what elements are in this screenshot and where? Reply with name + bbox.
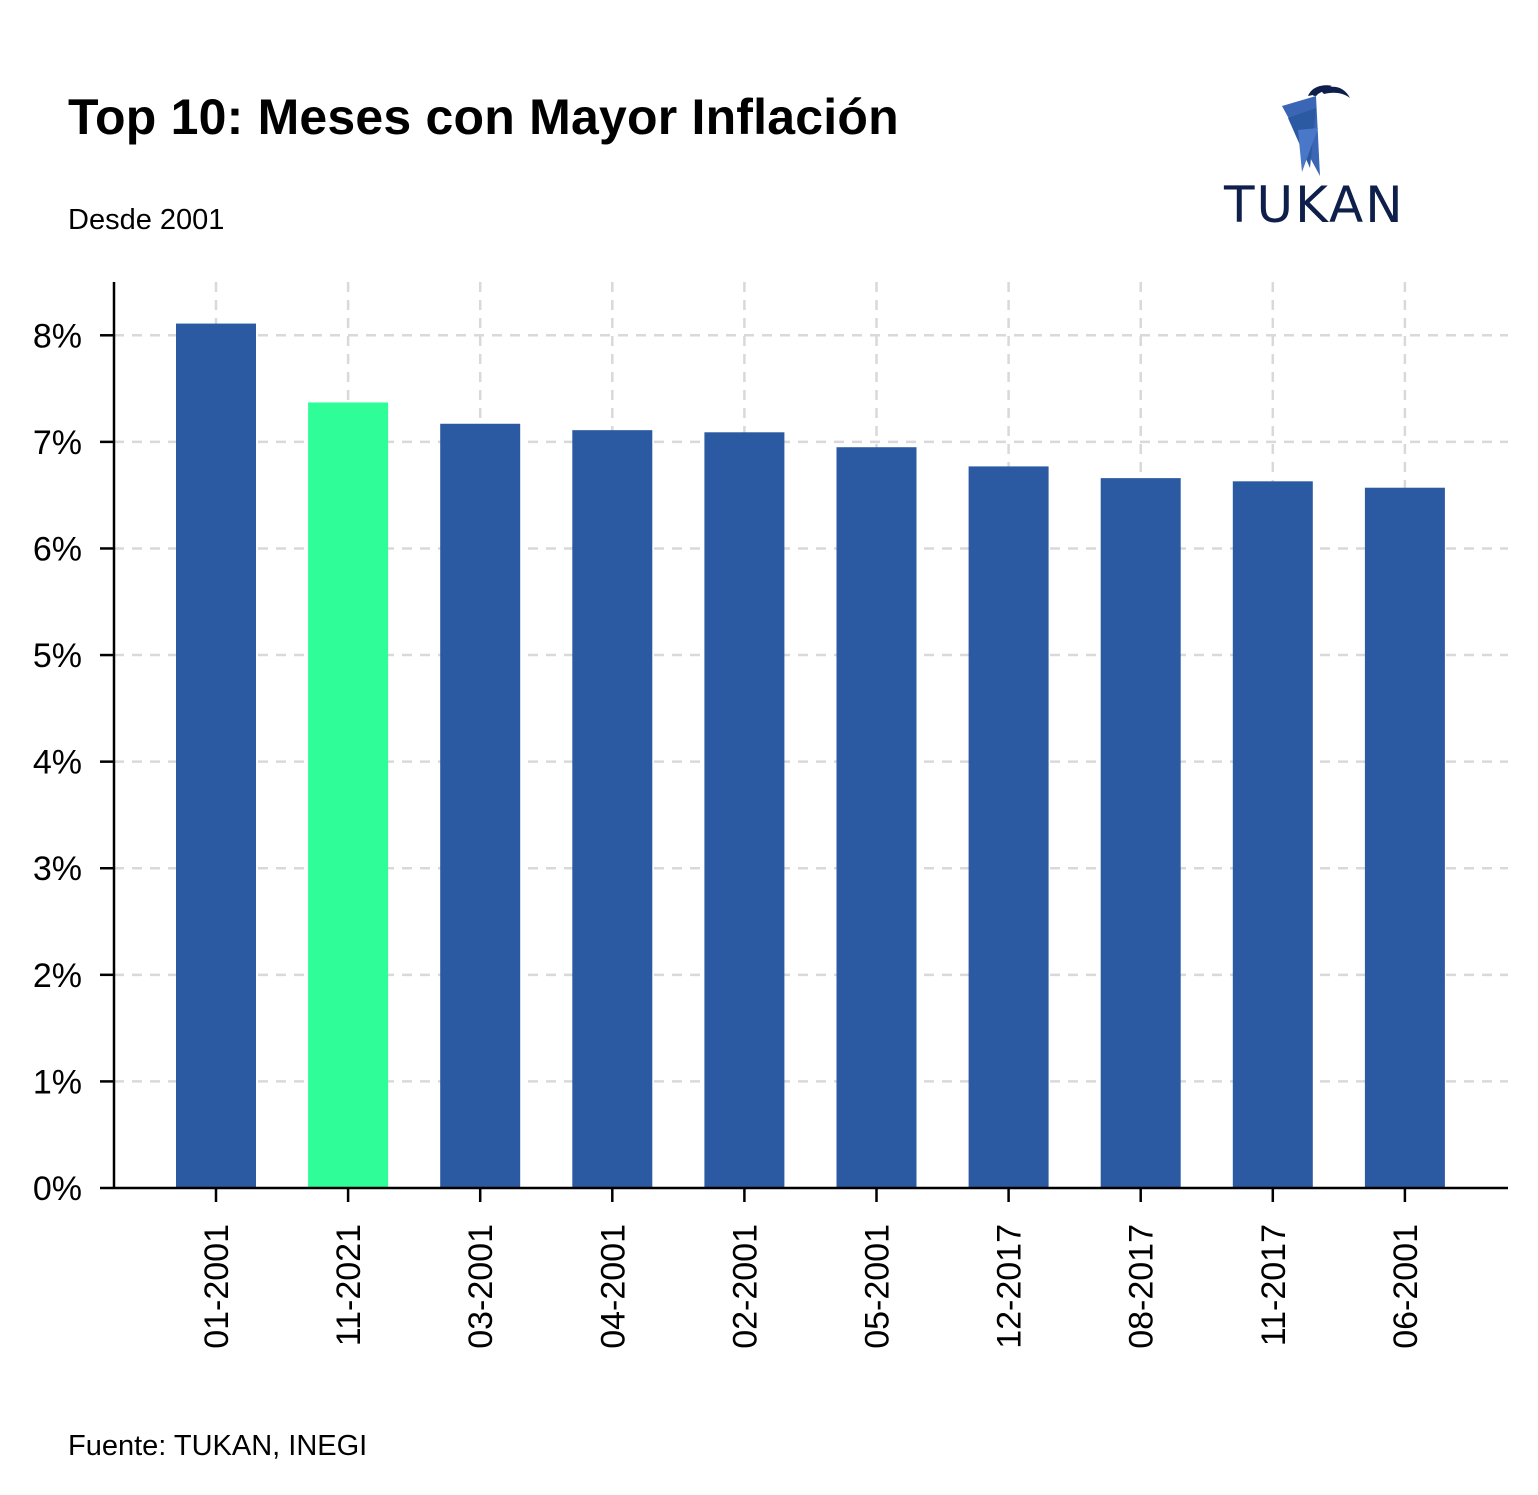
x-tick-label: 04-2001 (594, 1224, 632, 1349)
x-tick-label: 08-2017 (1123, 1224, 1161, 1349)
bars-layer (176, 323, 1445, 1189)
bar-chart: 0% 1% 2% 3% 4% 5% 6% 7% 8% 01-2001 11-2021 03-2001 0… (33, 282, 1508, 1349)
chart-source: Fuente: TUKAN, INEGI (68, 1430, 368, 1462)
y-tick-label: 8% (33, 317, 82, 355)
y-tick-label: 5% (33, 637, 82, 675)
chart-title: Top 10: Meses con Mayor Inflación (68, 89, 899, 145)
bar-11-2017 (1232, 481, 1313, 1188)
x-tick-label: 02-2001 (726, 1224, 764, 1349)
x-tick-label: 06-2001 (1387, 1224, 1425, 1349)
x-tick-label: 12-2017 (991, 1224, 1029, 1349)
logo-text: TUKAN (1224, 176, 1405, 234)
axes-layer (100, 282, 1508, 1202)
tukan-logo: TUKAN (1212, 78, 1405, 238)
toucan-icon (1282, 85, 1350, 176)
bar-06-2001 (1364, 487, 1445, 1188)
y-tick-label: 2% (33, 957, 82, 995)
y-tick-label: 4% (33, 744, 82, 782)
labels-layer: 0% 1% 2% 3% 4% 5% 6% 7% 8% 01-2001 11-2021 03-2001 0… (33, 317, 1425, 1348)
bar-05-2001 (836, 447, 917, 1188)
bar-04-2001 (572, 430, 653, 1188)
y-tick-label: 7% (33, 424, 82, 462)
x-tick-label: 05-2001 (859, 1224, 897, 1349)
bar-12-2017 (968, 466, 1049, 1188)
y-tick-label: 1% (33, 1063, 82, 1101)
bar-01-2001 (176, 323, 256, 1188)
bar-11-2021 (308, 402, 389, 1188)
x-tick-label: 01-2001 (198, 1224, 236, 1349)
bar-08-2017 (1100, 478, 1181, 1189)
chart-subtitle: Desde 2001 (68, 204, 225, 236)
y-tick-label: 0% (33, 1170, 82, 1208)
y-tick-label: 3% (33, 850, 82, 888)
bar-03-2001 (440, 423, 521, 1189)
x-tick-label: 03-2001 (462, 1224, 500, 1349)
y-tick-label: 6% (33, 530, 82, 568)
x-tick-label: 11-2021 (330, 1224, 368, 1346)
bar-02-2001 (704, 432, 785, 1188)
x-tick-label: 11-2017 (1255, 1224, 1293, 1346)
